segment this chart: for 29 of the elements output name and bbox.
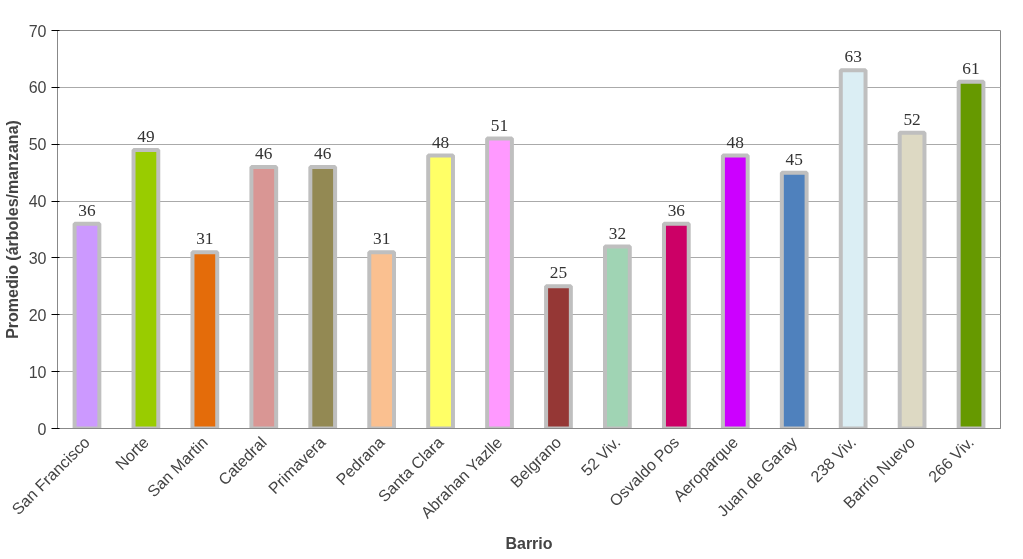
data-label: 52 [903,109,921,129]
data-label: 49 [137,126,155,146]
data-label: 31 [372,229,391,249]
data-label: 32 [608,223,627,243]
y-tick-label: 40 [28,193,47,211]
x-tick-label: 52 Viv. [577,433,624,480]
x-axis-title: Barrio [505,535,553,553]
data-label: 45 [785,149,803,169]
y-tick-label: 60 [28,79,47,97]
y-tick-label: 70 [28,22,47,40]
y-tick-label: 20 [28,306,47,324]
y-tick-label: 30 [28,249,47,267]
data-label: 36 [78,200,96,220]
data-label: 46 [255,143,273,163]
x-tick-label: 238 Viv. [807,433,860,486]
y-tick-label: 10 [28,363,47,381]
data-label: 61 [962,58,980,78]
x-tick-label: 266 Viv. [925,433,978,486]
y-axis-title: Promedio (árboles/manzana) [3,120,21,339]
data-label: 63 [844,47,862,67]
data-label: 25 [549,263,568,283]
data-label: 46 [314,143,332,163]
data-label: 48 [431,132,450,152]
y-tick-label: 50 [28,136,47,154]
data-label: 36 [667,200,686,220]
data-label: 31 [196,229,214,249]
data-label: 48 [726,132,744,152]
y-tick-label: 0 [37,420,47,438]
data-label: 51 [490,115,509,135]
